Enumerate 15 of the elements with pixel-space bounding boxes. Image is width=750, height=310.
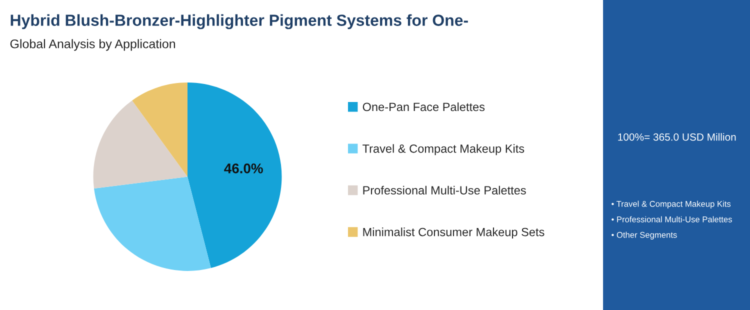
legend-label: Travel & Compact Makeup Kits xyxy=(362,144,524,156)
chart-subtitle: Global Analysis by Application xyxy=(10,39,176,51)
pie-slice xyxy=(188,82,282,268)
pie-slice xyxy=(132,82,188,177)
text: • Travel & Compact Makeup Kits xyxy=(612,200,731,208)
legend-label: Professional Multi-Use Palettes xyxy=(363,186,526,195)
data-label: 46.0% xyxy=(224,164,263,174)
chart-title: Hybrid Blush-Bronzer-Highlighter Pigment Systems for One- xyxy=(10,14,468,30)
pie-slice xyxy=(94,176,211,271)
legend-label: One-Pan Face Palettes xyxy=(362,102,485,112)
text: 100%= 365.0 USD Million xyxy=(618,133,736,141)
text: • Other Segments xyxy=(612,232,677,240)
text: • Professional Multi-Use Palettes xyxy=(612,216,732,222)
legend-label: Minimalist Consumer Makeup Sets xyxy=(363,228,544,239)
pie-slice xyxy=(93,100,188,189)
